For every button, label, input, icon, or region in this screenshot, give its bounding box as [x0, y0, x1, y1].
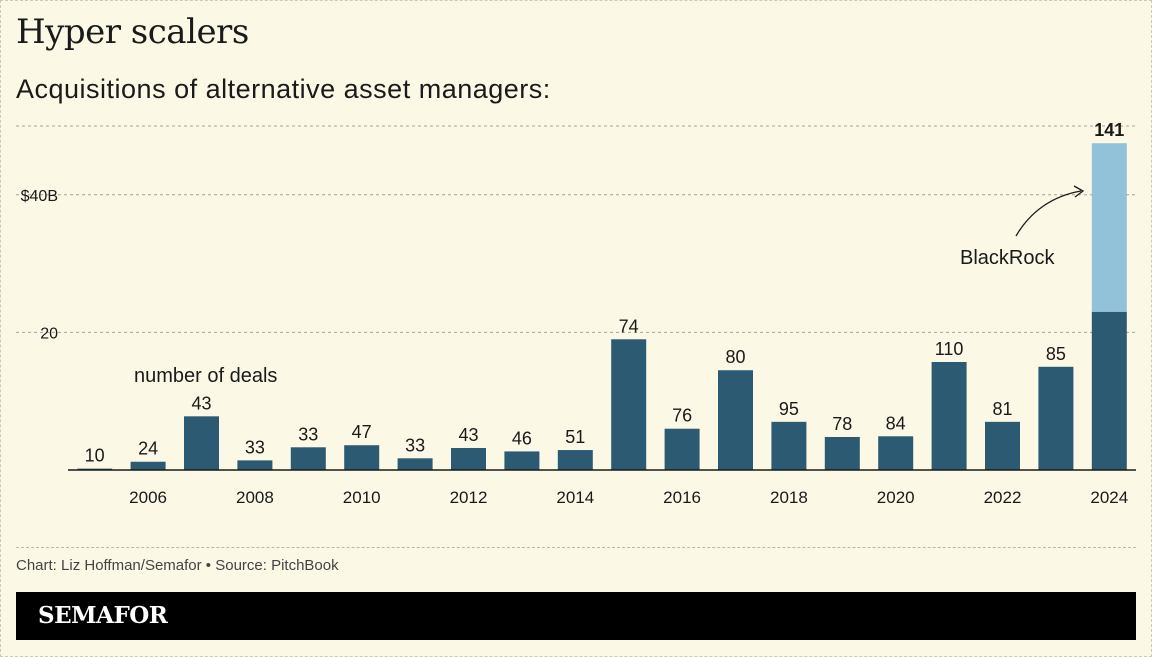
bar — [1038, 366, 1074, 470]
x-tick-label: 2022 — [984, 488, 1022, 507]
chart-title: Hyper scalers — [16, 12, 249, 52]
bar — [878, 436, 914, 470]
y-tick-label: 20 — [40, 325, 58, 342]
deal-count-label: 43 — [191, 393, 211, 413]
deal-count-label: 74 — [619, 316, 639, 336]
bar — [557, 450, 593, 470]
bar — [184, 416, 219, 470]
deal-count-label: 24 — [138, 439, 158, 459]
bar — [985, 421, 1020, 470]
deal-count-label: 33 — [245, 437, 265, 457]
chart-credit: Chart: Liz Hoffman/Semafor • Source: Pit… — [16, 557, 339, 574]
deal-count-label: 141 — [1094, 120, 1124, 140]
deal-count-label: 110 — [935, 339, 964, 359]
bar — [931, 361, 967, 470]
deal-count-label: 95 — [779, 399, 799, 419]
bar — [664, 428, 700, 470]
x-tick-label: 2016 — [663, 488, 701, 507]
deal-count-label: 33 — [298, 424, 318, 444]
x-tick-label: 2010 — [343, 488, 381, 507]
bar-blackrock — [1091, 143, 1127, 312]
bar — [344, 445, 380, 470]
x-tick-label: 2006 — [129, 488, 167, 507]
deal-count-label: 46 — [512, 428, 532, 448]
bar — [397, 458, 433, 470]
deal-count-label: 43 — [458, 425, 478, 445]
deal-count-label: 81 — [992, 399, 1012, 419]
deals-annotation: number of deals — [134, 365, 277, 387]
semafor-logo: SEMAFOR — [38, 602, 168, 629]
deal-count-label: 85 — [1046, 344, 1066, 364]
bar — [1091, 311, 1127, 470]
deal-count-label: 80 — [725, 347, 745, 367]
deal-count-label: 10 — [85, 446, 105, 466]
deal-count-label: 51 — [565, 427, 585, 447]
y-tick-label: $40B — [21, 188, 58, 205]
footer-divider — [16, 547, 1136, 548]
bar — [451, 447, 486, 470]
deal-count-label: 47 — [352, 422, 372, 442]
x-tick-label: 2018 — [770, 488, 808, 507]
bar — [130, 461, 166, 470]
brand-bar: SEMAFOR — [16, 592, 1136, 640]
arrow-head-icon — [1073, 185, 1085, 198]
bar — [611, 339, 647, 470]
x-tick-label: 2020 — [877, 488, 915, 507]
x-tick-label: 2012 — [450, 488, 488, 507]
bar — [771, 421, 807, 470]
bar — [718, 370, 753, 470]
deal-count-label: 78 — [832, 414, 852, 434]
bar-chart: 20 $40B 10 24 43 33 33 47 33 43 46 51 74 76 80 95 78 84 11… — [16, 120, 1136, 507]
x-tick-label: 2024 — [1090, 488, 1128, 507]
x-tick-label: 2014 — [556, 488, 594, 507]
blackrock-arrow — [1015, 190, 1082, 237]
bar — [824, 436, 860, 470]
chart-subtitle: Acquisitions of alternative asset manage… — [16, 74, 551, 104]
deal-count-label: 84 — [886, 413, 906, 433]
bar — [290, 447, 326, 470]
blackrock-annotation: BlackRock — [960, 247, 1055, 269]
deal-count-label: 33 — [405, 435, 425, 455]
bar — [237, 460, 273, 470]
bar — [504, 451, 540, 470]
deal-count-label: 76 — [672, 406, 692, 426]
x-tick-label: 2008 — [236, 488, 274, 507]
